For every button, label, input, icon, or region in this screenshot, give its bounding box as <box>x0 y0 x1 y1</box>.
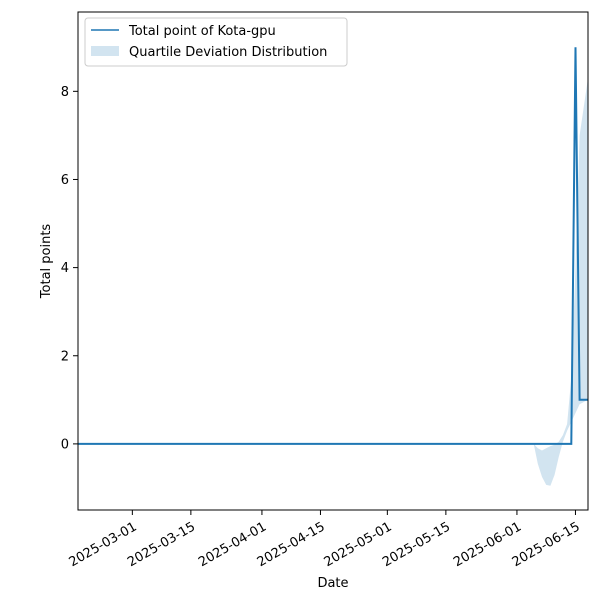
y-tick-label: 8 <box>61 85 69 100</box>
series-line-0 <box>78 47 588 445</box>
x-axis-label: Date <box>317 576 348 591</box>
y-axis-label: Total points <box>39 224 54 300</box>
legend: Total point of Kota-gpu Quartile Deviati… <box>84 17 348 67</box>
y-tick-label: 4 <box>61 261 69 276</box>
legend-entry-band: Quartile Deviation Distribution <box>129 45 327 60</box>
y-tick-label: 2 <box>61 349 69 364</box>
legend-entry-line: Total point of Kota-gpu <box>128 24 276 39</box>
y-tick-label: 6 <box>61 173 69 188</box>
y-tick-label: 0 <box>61 437 69 452</box>
quartile-band <box>533 78 588 486</box>
legend-band-swatch <box>91 46 119 56</box>
plot-frame <box>77 11 589 511</box>
legend-box <box>84 17 348 67</box>
